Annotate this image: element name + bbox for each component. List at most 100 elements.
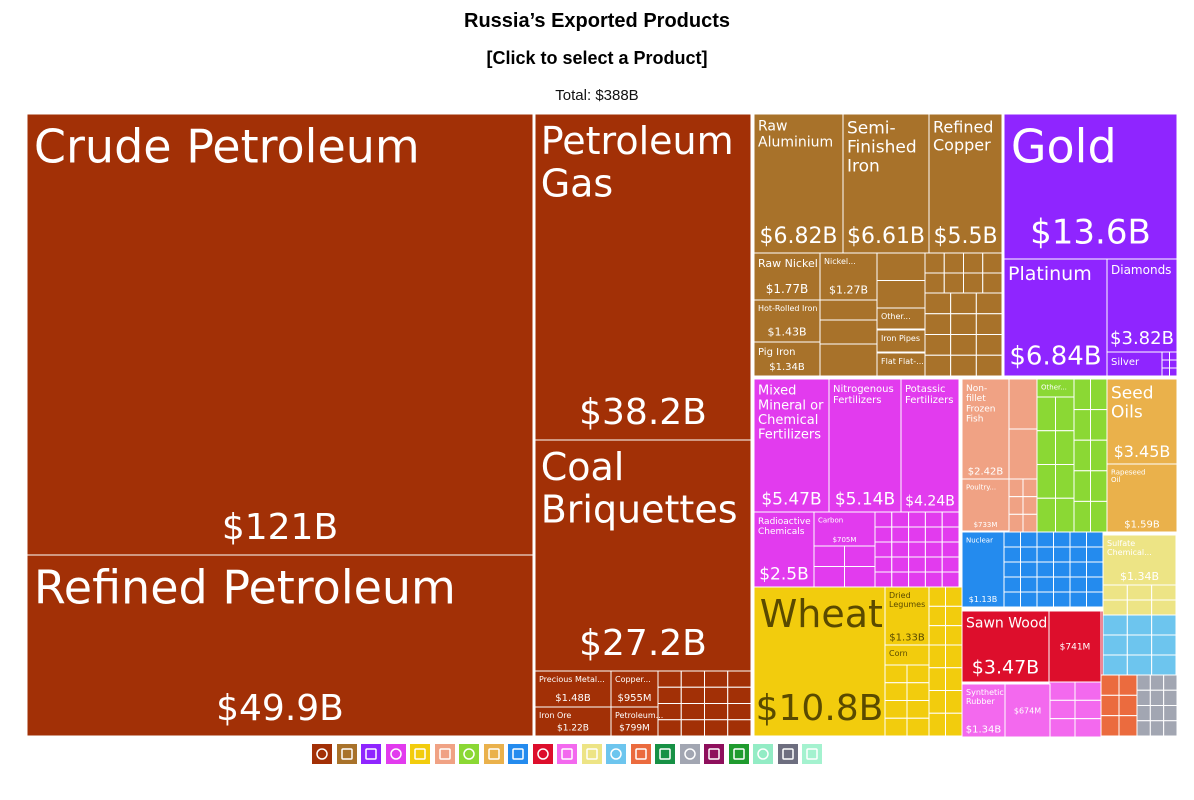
treemap-tile-minor[interactable] [1053, 531, 1071, 548]
treemap-tile-minor[interactable] [982, 272, 1003, 294]
treemap-tile-minor[interactable] [908, 571, 926, 588]
treemap-tile-minor[interactable] [1086, 576, 1104, 593]
treemap-tile-minor[interactable] [704, 670, 729, 688]
treemap-tile-minor[interactable] [704, 686, 729, 704]
treemap-tile-minor[interactable] [1003, 546, 1021, 563]
treemap-tile-minor[interactable] [941, 511, 960, 528]
treemap-tile-minor[interactable] [908, 556, 926, 573]
treemap-tile-minor[interactable] [704, 719, 729, 737]
treemap-tile-minor[interactable] [1090, 500, 1108, 533]
minor-product-group[interactable] [1008, 378, 1038, 480]
treemap-tile-minor[interactable] [1090, 378, 1108, 411]
treemap-rect-coal[interactable] [534, 439, 752, 672]
treemap-tile-minor[interactable] [941, 541, 960, 558]
treemap-rect-otherm[interactable] [876, 307, 926, 330]
treemap-cell-pigiron[interactable]: Pig Iron $1.34B [753, 341, 821, 377]
treemap-tile-minor[interactable] [1008, 428, 1038, 480]
legend-arts-and-antiques-icon[interactable] [802, 744, 822, 764]
treemap-tile-minor[interactable] [945, 605, 963, 627]
treemap-cell-refined[interactable]: Refined Petroleum $49.9B [26, 554, 534, 737]
treemap-tile-minor[interactable] [928, 644, 946, 669]
minor-product-group[interactable] [1048, 681, 1102, 738]
treemap-tile-minor[interactable] [1048, 699, 1076, 720]
treemap-tile-minor[interactable] [1069, 576, 1087, 593]
treemap-cell-precmetalore[interactable]: Precious Metal... $1.48B [534, 670, 612, 708]
treemap-tile-minor[interactable] [1003, 561, 1021, 578]
treemap-rect-crude[interactable] [26, 113, 534, 556]
treemap-tile-minor[interactable] [1020, 561, 1038, 578]
treemap-tile-minor[interactable] [680, 719, 705, 737]
treemap-tile-minor[interactable] [1073, 500, 1091, 533]
treemap-tile-minor[interactable] [928, 667, 946, 691]
treemap-tile-minor[interactable] [1151, 599, 1177, 616]
treemap-tile-minor[interactable] [1161, 367, 1170, 377]
treemap-rect-flatflat[interactable] [876, 352, 926, 377]
legend-metals-icon[interactable] [336, 744, 357, 764]
treemap-cell-petgas[interactable]: Petroleum Gas $38.2B [534, 113, 752, 441]
treemap-rect-hotrolled[interactable] [753, 299, 821, 343]
treemap-tile-minor[interactable] [1008, 378, 1038, 430]
treemap-cell-synrubber[interactable]: Synthetic Rubber $1.34B [961, 683, 1006, 738]
treemap-rect-diamonds[interactable] [1106, 258, 1178, 353]
treemap-tile-minor[interactable] [1036, 591, 1054, 608]
treemap-rect-ironpipes[interactable] [876, 329, 926, 353]
treemap-tile-minor[interactable] [1069, 546, 1087, 563]
treemap-tile-minor[interactable] [1086, 561, 1104, 578]
treemap-tile-minor[interactable] [1036, 576, 1054, 593]
treemap-tile-minor[interactable] [1053, 546, 1071, 563]
treemap-tile-minor[interactable] [1100, 694, 1120, 717]
treemap-rect-wheat[interactable] [753, 586, 886, 737]
treemap-tile-minor[interactable] [1036, 464, 1056, 499]
treemap-cell-coal[interactable]: Coal Briquettes $27.2B [534, 439, 752, 672]
treemap-tile-minor[interactable] [1102, 614, 1128, 636]
treemap-tile-minor[interactable] [1022, 478, 1038, 498]
minor-product-group[interactable] [819, 343, 878, 377]
treemap-cell-refcopper[interactable]: Refined Copper $5.5B [928, 113, 1003, 254]
treemap-tile-minor[interactable] [884, 682, 908, 701]
treemap-tile-minor[interactable] [1102, 634, 1128, 656]
legend-paper-goods-icon[interactable] [581, 744, 602, 764]
treemap-tile-minor[interactable] [924, 541, 943, 558]
treemap-tile-minor[interactable] [941, 526, 960, 543]
treemap-tile-minor[interactable] [874, 511, 893, 528]
treemap-tile-minor[interactable] [1086, 546, 1104, 563]
select-product-prompt[interactable]: [Click to select a Product] [486, 48, 708, 68]
treemap-tile-minor[interactable] [1100, 715, 1120, 737]
treemap-tile-minor[interactable] [1036, 561, 1054, 578]
treemap-rect-rapeseed[interactable] [1106, 463, 1178, 533]
treemap-tile-minor[interactable] [1126, 654, 1153, 676]
treemap-tile-minor[interactable] [891, 571, 910, 588]
treemap-rect-carbon[interactable] [813, 511, 876, 547]
treemap-tile-minor[interactable] [657, 670, 682, 688]
treemap-tile-minor[interactable] [1149, 689, 1165, 706]
treemap-tile-minor[interactable] [950, 354, 977, 377]
treemap-tile-minor[interactable] [906, 682, 930, 701]
treemap-rect-nickelx[interactable] [819, 252, 878, 301]
treemap-tile-minor[interactable] [1069, 561, 1087, 578]
treemap-tile-minor[interactable] [924, 511, 943, 528]
legend-instruments-icon[interactable] [704, 744, 724, 764]
treemap-tile-minor[interactable] [908, 511, 926, 528]
treemap-tile-minor[interactable] [874, 526, 893, 543]
treemap-rect-potfert[interactable] [900, 378, 960, 513]
treemap-tile-minor[interactable] [1008, 496, 1024, 515]
treemap-cell-nickelx[interactable]: Nickel... $1.27B [819, 252, 878, 301]
treemap-tile-minor[interactable] [1163, 720, 1178, 737]
treemap-tile-minor[interactable] [1136, 674, 1151, 691]
treemap-tile-minor[interactable] [813, 545, 845, 567]
treemap-rect-petgas[interactable] [534, 113, 752, 441]
treemap-tile-minor[interactable] [1161, 359, 1170, 369]
treemap-rect-seedoils[interactable] [1106, 378, 1178, 465]
treemap-tile-minor[interactable] [941, 571, 960, 588]
treemap-tile-minor[interactable] [657, 719, 682, 737]
treemap-tile-minor[interactable] [891, 526, 910, 543]
treemap-tile-minor[interactable] [844, 566, 876, 588]
treemap-cell-plastic2[interactable]: $674M [1004, 683, 1051, 738]
treemap-rect-silver[interactable] [1106, 351, 1163, 377]
treemap-tile-minor[interactable] [819, 343, 878, 377]
treemap-cell-rawal[interactable]: Raw Aluminium $6.82B [753, 113, 844, 254]
treemap-tile-minor[interactable] [1053, 561, 1071, 578]
treemap-tile-minor[interactable] [924, 292, 952, 315]
treemap-tile-minor[interactable] [1126, 614, 1153, 636]
legend-machines-icon[interactable] [508, 744, 528, 764]
